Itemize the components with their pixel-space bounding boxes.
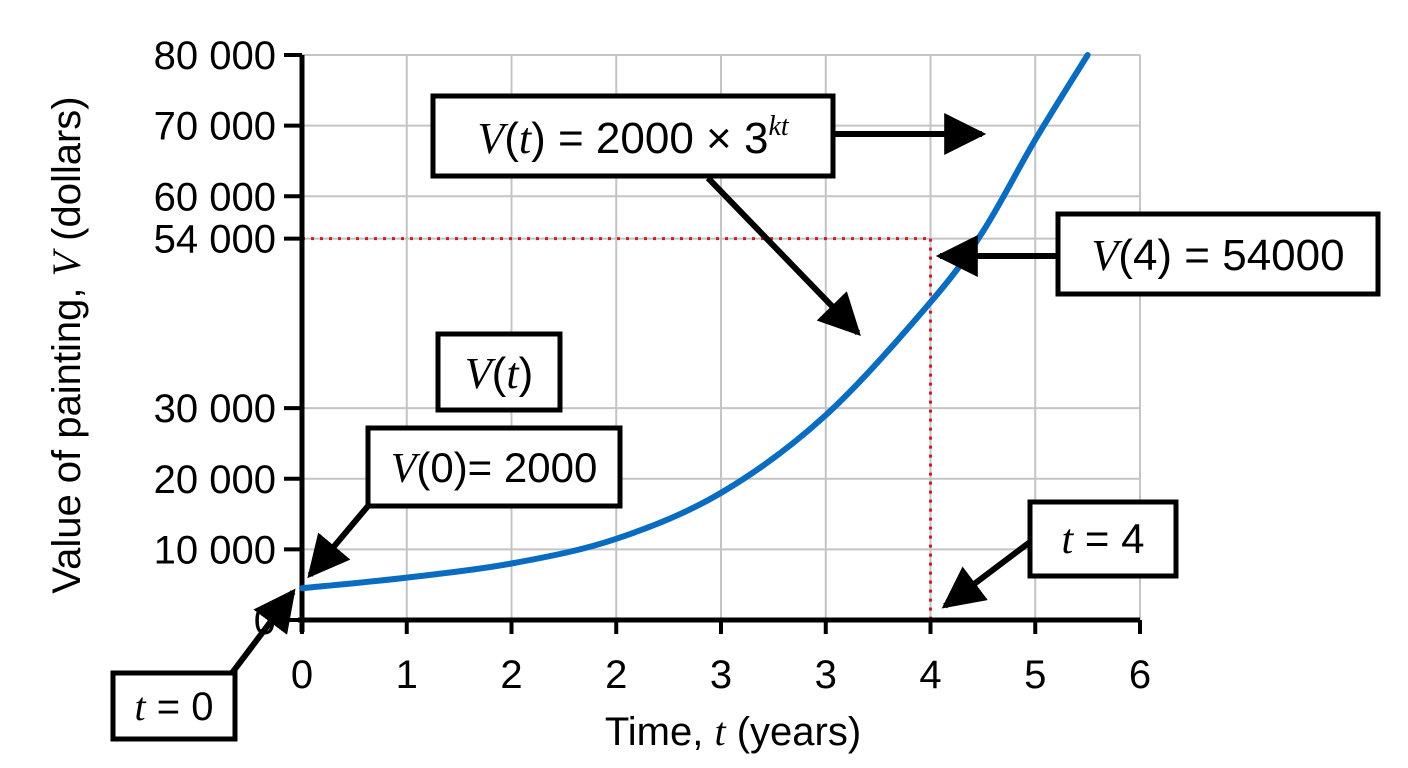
v0-arrow: [307, 504, 371, 579]
x-tick-label: 1: [396, 653, 418, 697]
vt-box: V(t): [435, 331, 563, 413]
y-tick-label: 54 000: [154, 218, 276, 262]
y-tick-label: 70 000: [154, 105, 276, 149]
svg-text:V(4) = 54000: V(4) = 54000: [1091, 231, 1344, 280]
x-tick-label: 5: [1024, 653, 1046, 697]
y-tick-label: 80 000: [154, 34, 276, 78]
series: [299, 52, 1091, 592]
t0-arrow: [229, 588, 296, 675]
x-tick-label: 3: [710, 653, 732, 697]
x-axis-label: Time, t (years): [605, 709, 861, 754]
y-tick-label: 30 000: [154, 387, 276, 431]
annotation-arrows: [229, 113, 1058, 675]
axes: [284, 53, 1142, 634]
x-tick-label: 4: [919, 653, 941, 697]
x-tick-label: 0: [291, 653, 313, 697]
t0-box: t = 0: [110, 670, 238, 742]
svg-text:V(t): V(t): [465, 349, 533, 398]
formula-box: V(t) = 2000 × 3kt: [430, 93, 836, 179]
svg-text:t = 0: t = 0: [135, 684, 214, 729]
y-axis-label: Value of painting, V (dollars): [44, 96, 89, 593]
y-tick-label: 20 000: [154, 458, 276, 502]
x-tick-label: 2: [605, 653, 627, 697]
x-tick-label: 6: [1129, 653, 1151, 697]
x-tick-label: 2: [500, 653, 522, 697]
v0-box: V(0)= 2000: [365, 425, 623, 509]
series-line: [299, 52, 1091, 592]
svg-text:V(t) = 2000 × 3kt: V(t) = 2000 × 3kt: [477, 111, 790, 163]
svg-text:V(0)= 2000: V(0)= 2000: [391, 444, 598, 492]
t4-box: t = 4: [1027, 499, 1179, 579]
t4-arrow: [941, 539, 1032, 609]
svg-text:t = 4: t = 4: [1062, 515, 1145, 563]
y-tick-label: 60 000: [154, 175, 276, 219]
v4-box: V(4) = 54000: [1055, 211, 1381, 297]
x-tick-label: 3: [815, 653, 837, 697]
y-tick-label: 10 000: [154, 528, 276, 572]
formula-arrow-down: [705, 175, 861, 337]
